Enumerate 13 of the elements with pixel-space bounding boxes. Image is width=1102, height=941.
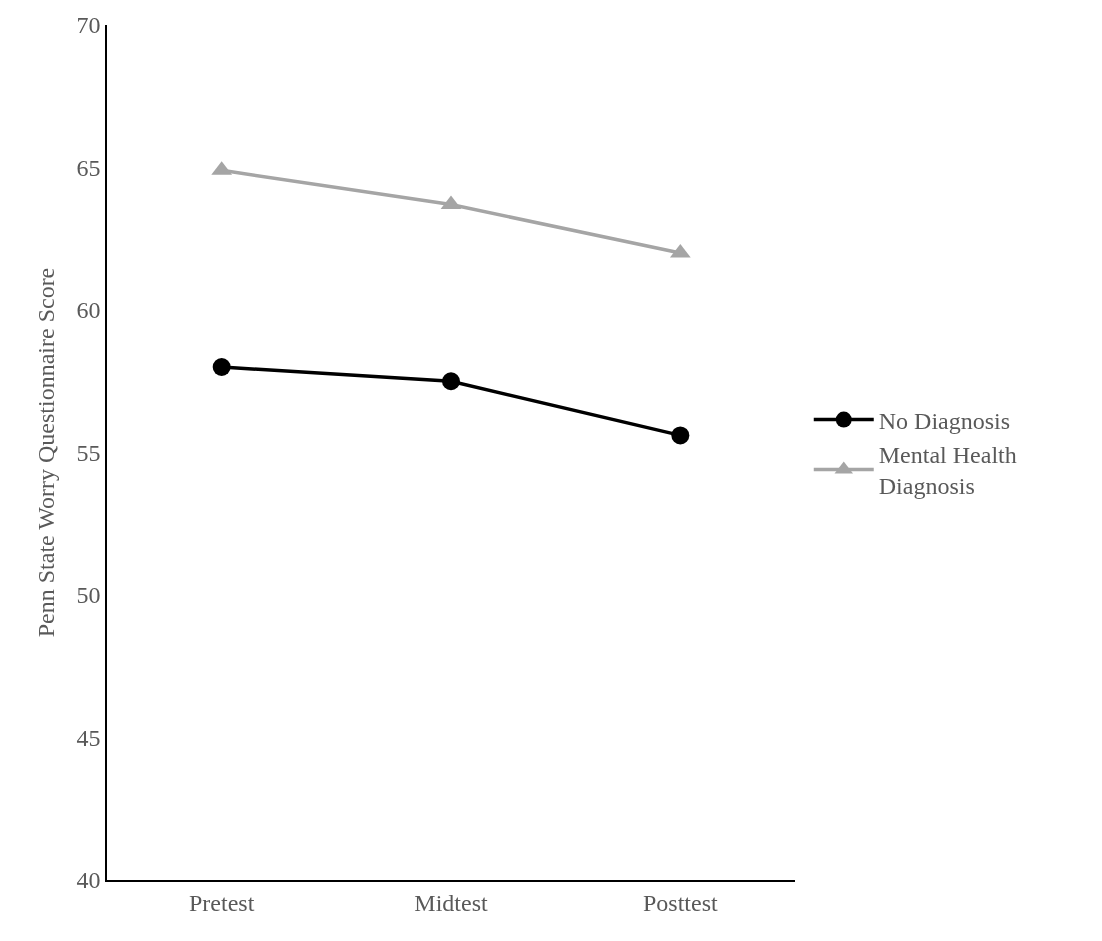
x-tick-label: Midtest <box>414 889 488 916</box>
y-tick-label: 55 <box>76 439 101 466</box>
y-tick-label: 65 <box>76 154 101 181</box>
y-tick-label: 45 <box>76 724 101 751</box>
y-tick-label: 40 <box>76 867 101 894</box>
y-axis-title: Penn State Worry Questionnaire Score <box>33 267 60 638</box>
x-tick-label: Posttest <box>642 889 718 916</box>
y-tick-label: 60 <box>76 297 101 324</box>
legend-label: No Diagnosis <box>878 407 1011 434</box>
x-tick-label: Pretest <box>189 889 255 916</box>
y-tick-label: 50 <box>76 582 101 609</box>
y-tick-label: 70 <box>76 12 101 39</box>
legend-label: Mental Health Diagnosis <box>878 442 1017 500</box>
